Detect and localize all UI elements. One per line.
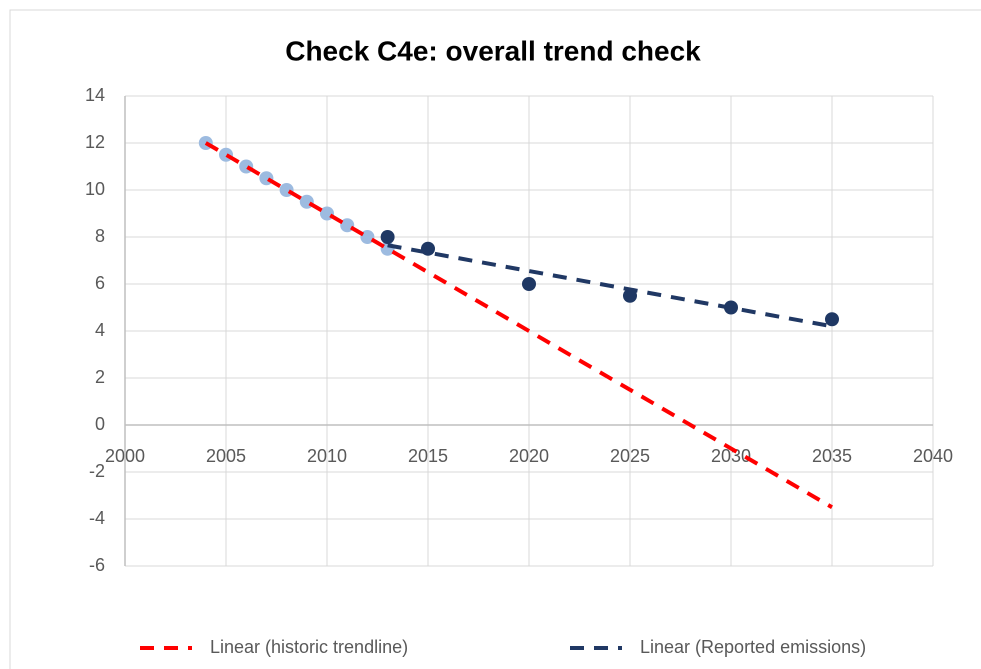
legend-label: Linear (Reported emissions) — [640, 637, 866, 657]
point — [623, 288, 637, 303]
chart-title: Check C4e: overall trend check — [285, 35, 701, 66]
y-tick-label: 8 — [95, 226, 105, 246]
y-tick-label: -2 — [89, 461, 105, 481]
x-tick-label: 2025 — [610, 446, 650, 466]
y-tick-label: 2 — [95, 367, 105, 387]
trendline — [204, 141, 834, 509]
y-tick-label: 0 — [95, 414, 105, 434]
point — [825, 312, 839, 327]
y-tick-label: 10 — [85, 179, 105, 199]
y-tick-label: 6 — [95, 273, 105, 293]
x-tick-label: 2010 — [307, 446, 347, 466]
point — [360, 230, 375, 244]
point — [522, 277, 536, 291]
y-tick-label: 14 — [85, 85, 105, 105]
x-tick-label: 2005 — [206, 446, 246, 466]
x-tick-label: 2030 — [711, 446, 751, 466]
x-tick-label: 2020 — [509, 446, 549, 466]
y-tick-label: -4 — [89, 508, 105, 528]
y-tick-label: -6 — [89, 555, 105, 575]
x-tick-label: 2040 — [913, 446, 953, 466]
y-tick-label: 4 — [95, 320, 105, 340]
y-tick-label: 12 — [85, 132, 105, 152]
x-tick-label: 2035 — [812, 446, 852, 466]
legend-label: Linear (historic trendline) — [210, 637, 408, 657]
x-tick-label: 2015 — [408, 446, 448, 466]
chart-frame — [9, 9, 981, 669]
trendline — [387, 243, 833, 329]
point — [380, 230, 395, 244]
